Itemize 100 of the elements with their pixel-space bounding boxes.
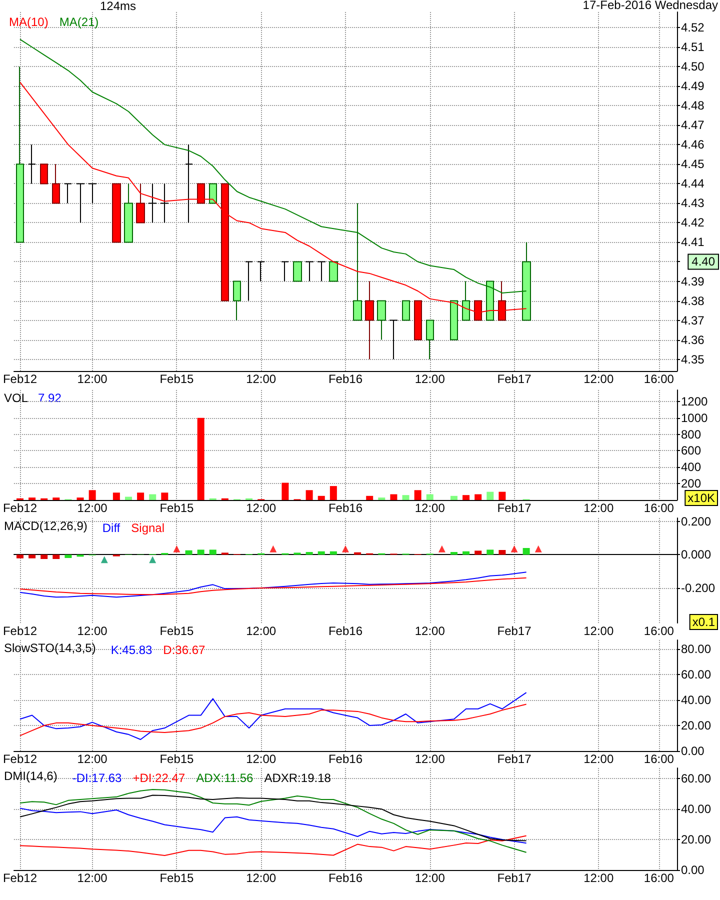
bar [185, 550, 192, 555]
text: x0.1 [692, 615, 716, 629]
candlestick [486, 280, 494, 321]
x-tick-label: 12:00 [414, 871, 446, 885]
y-tick-label: 40.00 [681, 692, 712, 707]
y-tick-label: 0.000 [681, 548, 712, 562]
x-tick-label: 12:00 [414, 624, 446, 638]
bar [28, 554, 36, 558]
x-tick-label: 12:00 [77, 372, 108, 386]
x-tick-label: 12:00 [584, 752, 614, 766]
text: x10K [688, 491, 716, 505]
line-series [19, 808, 527, 844]
y-tick-label: 0.00 [681, 744, 705, 758]
x-tick-label: 12:00 [246, 501, 276, 515]
line-series [19, 692, 527, 740]
candlestick [305, 261, 314, 282]
x-tick-label: Feb17 [497, 372, 532, 386]
candlestick [257, 261, 265, 282]
y-tick-label: 4.41 [681, 235, 705, 250]
candlestick [233, 280, 241, 321]
bar [330, 551, 337, 555]
x-tick-label: Feb17 [497, 752, 532, 766]
candlestick [76, 183, 85, 224]
x-tick-label: Feb17 [497, 624, 532, 638]
x-tick-label: Feb15 [160, 501, 194, 515]
bar [450, 496, 458, 500]
y-tick-label: 4.36 [681, 332, 705, 347]
x-tick-label: Feb16 [328, 871, 363, 885]
y-tick-label: 4.42 [681, 216, 705, 230]
candlestick [88, 183, 97, 204]
x-tick-label: Feb15 [160, 871, 194, 885]
x-tick-label: Feb12 [2, 624, 38, 638]
chart-title: SlowSTO(14,3,5) [4, 641, 96, 655]
candlestick [426, 320, 434, 360]
candlestick [28, 144, 36, 184]
bar [486, 492, 494, 500]
bar [474, 494, 482, 500]
bar [330, 486, 337, 500]
line-series [19, 572, 527, 598]
bar [306, 490, 313, 500]
x-tick-label: 12:00 [584, 871, 614, 885]
y-tick-label: 4.35 [681, 352, 705, 366]
bar [450, 552, 458, 555]
candlestick [245, 261, 253, 302]
y-tick-label: 4.49 [681, 79, 705, 94]
y-tick-label: 20.00 [681, 832, 712, 847]
chart-title: VOL [4, 391, 28, 405]
text: K:45.83 [110, 643, 153, 657]
bar [426, 494, 434, 500]
candlestick [52, 164, 60, 204]
y-tick-label: 1000 [681, 410, 708, 425]
x-tick-label: Feb16 [328, 624, 363, 638]
bar [522, 548, 530, 555]
y-tick-label: 0.200 [681, 514, 712, 528]
bar [40, 554, 48, 559]
x-tick-label: Feb12 [2, 372, 38, 386]
candlestick [40, 164, 48, 184]
bar [366, 496, 374, 500]
series-label: ADX:11.56 [196, 771, 254, 785]
line-series [19, 794, 527, 842]
chart-title: DMI(14,6) [4, 769, 58, 783]
candlestick [317, 261, 326, 282]
text: -DI:17.63 [72, 771, 122, 785]
y-tick-label: 4.45 [681, 157, 705, 172]
x-tick-label: Feb15 [160, 752, 194, 766]
y-tick-label: 4.44 [681, 176, 705, 191]
bar [318, 496, 325, 500]
text: 4.40 [692, 254, 716, 269]
x-tick-label: 16:00 [644, 752, 674, 766]
bar [112, 492, 120, 500]
y-tick-label: 4.38 [681, 294, 705, 308]
line-series [19, 704, 527, 736]
bar [462, 495, 470, 500]
y-tick-label: 4.39 [681, 274, 705, 288]
text: Diff [102, 521, 121, 535]
bar [486, 550, 494, 555]
x-tick-label: 12:00 [246, 752, 276, 766]
x-tick-label: 12:00 [246, 372, 276, 386]
x-tick-label: 12:00 [584, 501, 614, 515]
x-tick-label: Feb17 [497, 871, 532, 885]
x-tick-label: 12:00 [246, 871, 276, 885]
candlestick [281, 261, 289, 282]
x-tick-label: Feb16 [328, 501, 363, 515]
y-tick-label: 80.00 [681, 642, 712, 656]
y-tick-label: 4.46 [681, 138, 705, 152]
bar [462, 551, 470, 555]
annotation: 124ms [100, 0, 136, 13]
y-tick-label: 4.52 [681, 20, 705, 35]
bar [64, 554, 72, 558]
candlestick [112, 183, 121, 243]
y-tick-label: 4.48 [681, 98, 705, 113]
y-tick-label: 1200 [681, 394, 708, 408]
y-tick-label: 40.00 [681, 802, 712, 816]
y-tick-label: 60.00 [681, 772, 712, 786]
x-tick-label: Feb16 [328, 372, 363, 386]
bar [306, 552, 313, 555]
candlestick [148, 183, 157, 224]
x-tick-label: Feb15 [160, 624, 194, 638]
x-tick-label: Feb12 [2, 871, 38, 885]
y-tick-label: 4.47 [681, 118, 705, 132]
